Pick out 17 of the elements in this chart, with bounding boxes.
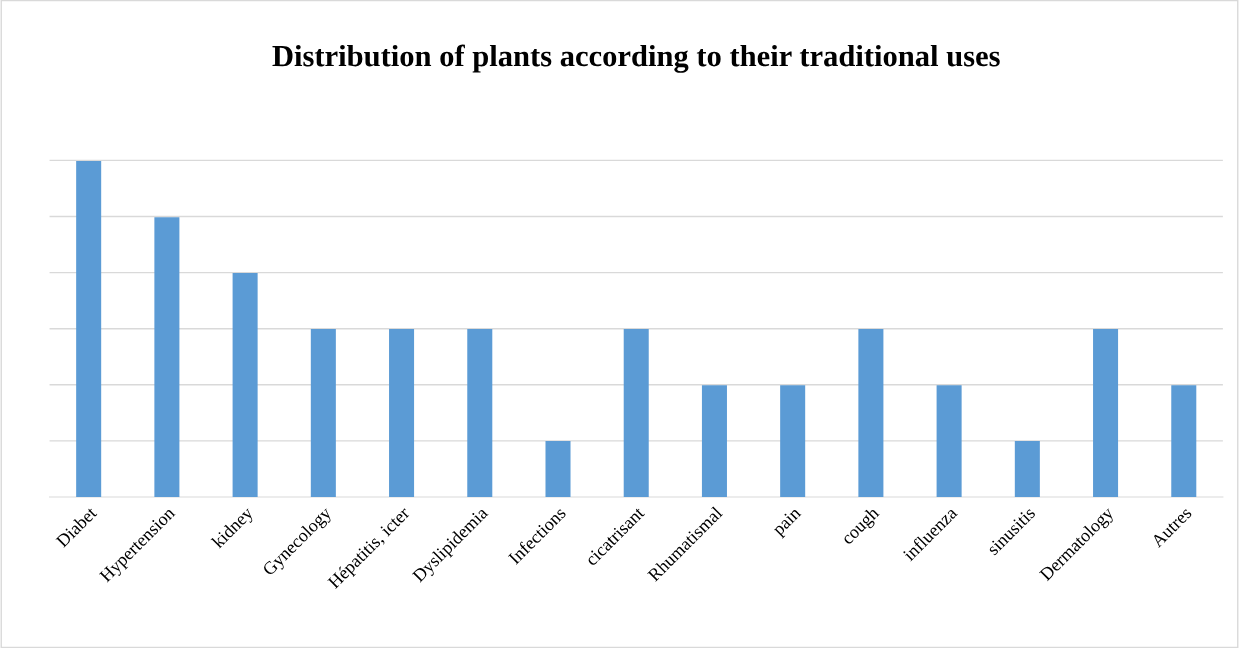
bar	[545, 440, 571, 498]
bar	[154, 217, 180, 498]
bar	[76, 161, 102, 498]
bar	[467, 329, 493, 498]
bar	[1014, 440, 1040, 498]
x-tick-label: pain	[771, 505, 805, 539]
bar	[310, 329, 336, 498]
chart-title: Distribution of plants according to their traditional uses	[272, 44, 1000, 73]
bar	[623, 329, 649, 498]
bar	[780, 385, 806, 498]
bar	[858, 329, 884, 498]
bar	[936, 385, 962, 498]
bar	[389, 329, 415, 498]
bar	[232, 272, 258, 498]
bar	[1171, 385, 1197, 498]
bar	[701, 385, 727, 498]
bar	[1093, 329, 1119, 498]
